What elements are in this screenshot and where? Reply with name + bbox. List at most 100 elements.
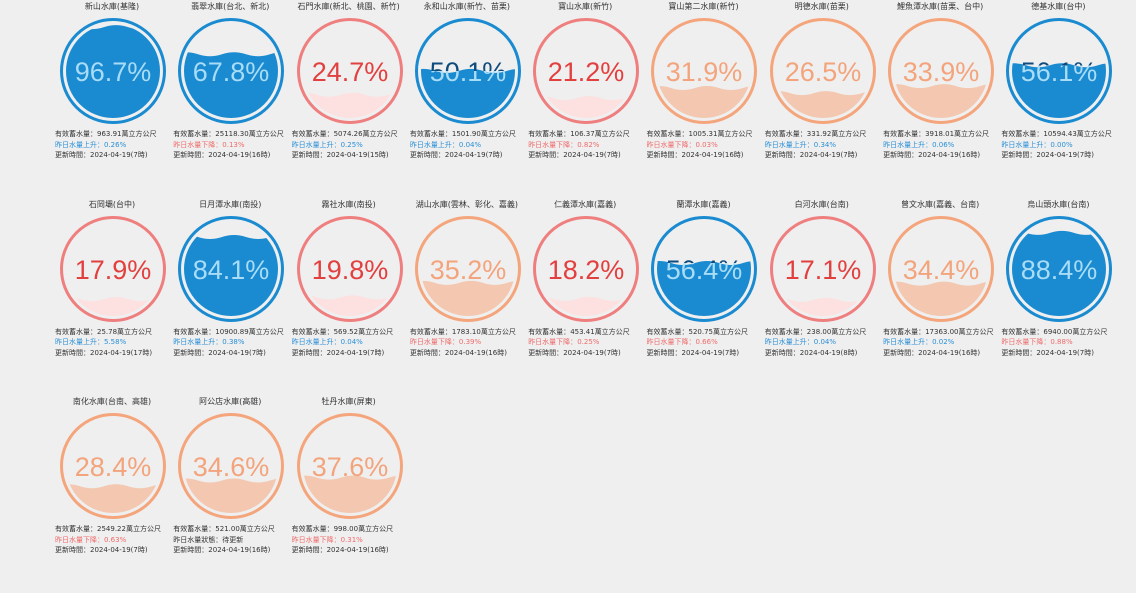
change-label: 昨日水量上升：: [55, 338, 104, 346]
storage-unit: 萬立方公尺: [480, 327, 516, 336]
gauge-ring: [414, 18, 521, 124]
updated-value: 2024-04-19(16時): [681, 151, 744, 159]
updated-line: 更新時間：2024-04-19(7時): [292, 348, 406, 359]
gauge-ring: [60, 215, 166, 322]
reservoir-info: 有效蓄水量：1783.10萬立方公尺 昨日水量下降：0.39% 更新時間：2024-…: [408, 327, 524, 359]
updated-value: 2024-04-19(16時): [208, 151, 271, 159]
gauge-ring: [296, 215, 403, 322]
water-fill: [66, 25, 160, 118]
updated-value: 2024-04-19(7時): [90, 546, 148, 554]
updated-line: 更新時間：2024-04-19(16時): [410, 348, 524, 359]
change-value: 0.39%: [458, 338, 482, 346]
storage-value: 6940.00: [1043, 327, 1073, 336]
change-value: 0.25%: [340, 140, 363, 149]
percent-text: 33.9%: [903, 57, 980, 87]
storage-value: 106.37: [570, 130, 595, 138]
storage-value: 2549.22: [97, 525, 126, 533]
change-label: 昨日水量上升：: [409, 140, 459, 149]
reservoir-info: 有效蓄水量：331.92萬立方公尺 昨日水量上升：0.34% 更新時間：2024-0…: [763, 129, 879, 161]
reservoir-info: 有效蓄水量：569.52萬立方公尺 昨日水量上升：0.04% 更新時間：2024-0…: [290, 327, 406, 359]
change-label: 昨日水量上升：: [883, 338, 933, 346]
storage-line: 有效蓄水量：6940.00萬立方公尺: [1001, 327, 1115, 338]
water-fill: [184, 234, 279, 316]
updated-value: 2024-04-19(16時): [208, 546, 271, 554]
storage-line: 有效蓄水量：1783.10萬立方公尺: [410, 327, 524, 338]
reservoir-card: 蘭潭水庫(嘉義) 56.4% 有效蓄水量：520.75萬立方公尺 昨日水量下降：0.6…: [644, 198, 762, 396]
storage-label: 有效蓄水量：: [409, 327, 452, 336]
reservoir-name: 蘭潭水庫(嘉義): [676, 199, 731, 209]
storage-value: 17363.00: [925, 327, 959, 336]
change-value: 0.00%: [1050, 140, 1073, 149]
water-level-gauge: 34.4%: [888, 215, 995, 322]
water-fill: [302, 294, 397, 316]
change-line: 昨日水量上升：0.02%: [883, 337, 997, 348]
change-label: 昨日水量上升：: [1001, 140, 1051, 149]
storage-label: 有效蓄水量：: [55, 327, 97, 336]
updated-line: 更新時間：2024-04-19(16時): [173, 150, 287, 161]
updated-value: 2024-04-19(15時): [326, 151, 389, 159]
updated-line: 更新時間：2024-04-19(7時): [646, 348, 760, 359]
reservoir-card: 湖山水庫(雲林、彰化、嘉義) 35.2% 有效蓄水量：1783.10萬立方公尺 昨日水…: [408, 198, 526, 396]
water-level-gauge: 17.9%: [60, 215, 166, 322]
updated-value: 2024-04-19(7時): [326, 348, 385, 357]
percent-text: 50.1%: [430, 57, 507, 87]
storage-line: 有效蓄水量：5074.26萬立方公尺: [292, 129, 406, 140]
reservoir-info: 有效蓄水量：106.37萬立方公尺 昨日水量下降：0.82% 更新時間：2024-0…: [526, 129, 642, 161]
updated-label: 更新時間：: [764, 151, 800, 159]
reservoir-info: 有效蓄水量：998.00萬立方公尺 昨日水量下降：0.31% 更新時間：2024-0…: [290, 524, 406, 556]
change-label: 昨日水量下降：: [291, 535, 341, 544]
reservoir-card: 阿公店水庫(高雄) 34.6% 有效蓄水量：521.00萬立方公尺 昨日水量狀態：待更…: [171, 395, 289, 593]
percent-text: 56.1%: [1021, 57, 1098, 87]
reservoir-card: 南化水庫(台南、高雄) 28.4% 有效蓄水量：2549.22萬立方公尺 昨日水量下降…: [53, 395, 171, 593]
reservoir-card: 寶山第二水庫(新竹) 31.9% 有效蓄水量：1005.31萬立方公尺 昨日水量下降：…: [644, 0, 762, 198]
updated-label: 更新時間：: [528, 151, 564, 159]
reservoir-info: 有效蓄水量：25118.30萬立方公尺 昨日水量下降：0.13% 更新時間：2024…: [171, 129, 287, 161]
water-level-gauge: 21.2%: [533, 18, 640, 124]
storage-unit: 萬立方公尺: [594, 130, 630, 138]
storage-line: 有效蓄水量：106.37萬立方公尺: [528, 129, 642, 140]
change-value: 0.88%: [1050, 338, 1073, 346]
updated-value: 2024-04-19(7時): [681, 348, 740, 357]
reservoir-info: 有效蓄水量：3918.01萬立方公尺 昨日水量上升：0.06% 更新時間：2024-…: [881, 129, 997, 161]
change-value: 0.04%: [340, 338, 363, 346]
reservoir-name: 翡翠水庫(台北、新北): [191, 2, 270, 11]
storage-line: 有效蓄水量：1501.90萬立方公尺: [410, 129, 524, 140]
reservoir-card: 仁義潭水庫(嘉義) 18.2% 有效蓄水量：453.41萬立方公尺 昨日水量下降：0.…: [526, 198, 644, 396]
storage-line: 有效蓄水量：17363.00萬立方公尺: [883, 327, 997, 338]
updated-value: 2024-04-19(7時): [444, 151, 503, 159]
reservoir-card: 寶山水庫(新竹) 21.2% 有效蓄水量：106.37萬立方公尺 昨日水量下降：0.8…: [526, 0, 644, 198]
updated-line: 更新時間：2024-04-19(17時): [55, 348, 169, 359]
percent-text: 67.8%: [193, 57, 270, 87]
gauge-ring: [60, 413, 166, 519]
gauge-ring: [1006, 18, 1113, 124]
reservoir-card: 石門水庫(新北、桃園、新竹) 24.7% 有效蓄水量：5074.26萬立方公尺 昨日水…: [290, 0, 408, 198]
storage-label: 有效蓄水量：: [646, 327, 689, 336]
storage-line: 有效蓄水量：331.92萬立方公尺: [765, 129, 879, 140]
reservoir-info: 有效蓄水量：520.75萬立方公尺 昨日水量下降：0.66% 更新時間：2024-0…: [644, 327, 760, 359]
change-value: 0.25%: [577, 338, 600, 346]
reservoir-name: 烏山頭水庫(台南): [1027, 199, 1090, 209]
change-line: 昨日水量上升：0.00%: [1001, 140, 1115, 151]
change-value: 0.06%: [932, 140, 955, 149]
change-value: 0.13%: [222, 140, 245, 149]
change-line: 昨日水量上升：0.26%: [55, 140, 169, 151]
storage-value: 1501.90: [451, 130, 481, 138]
updated-value: 2024-04-19(16時): [326, 546, 389, 554]
updated-line: 更新時間：2024-04-19(16時): [646, 150, 760, 161]
change-label: 昨日水量下降：: [55, 535, 104, 544]
storage-label: 有效蓄水量：: [764, 327, 807, 336]
storage-value: 238.00: [806, 327, 832, 336]
reservoir-name: 寶山水庫(新竹): [558, 2, 613, 11]
gauge-ring: [769, 18, 876, 124]
gauge-ring: [769, 215, 876, 322]
reservoir-info: 有效蓄水量：17363.00萬立方公尺 昨日水量上升：0.02% 更新時間：2024…: [881, 327, 997, 359]
change-value: 0.02%: [932, 338, 955, 346]
storage-unit: 萬立方公尺: [1072, 327, 1108, 336]
updated-label: 更新時間：: [883, 348, 919, 357]
change-label: 昨日水量狀態：: [173, 535, 223, 544]
percent-text: 96.7%: [75, 57, 152, 87]
change-line: 昨日水量上升：0.38%: [173, 337, 287, 348]
reservoir-name: 新山水庫(基隆): [84, 2, 140, 11]
updated-line: 更新時間：2024-04-19(16時): [173, 545, 287, 556]
percent-text: 19.8%: [311, 255, 388, 285]
